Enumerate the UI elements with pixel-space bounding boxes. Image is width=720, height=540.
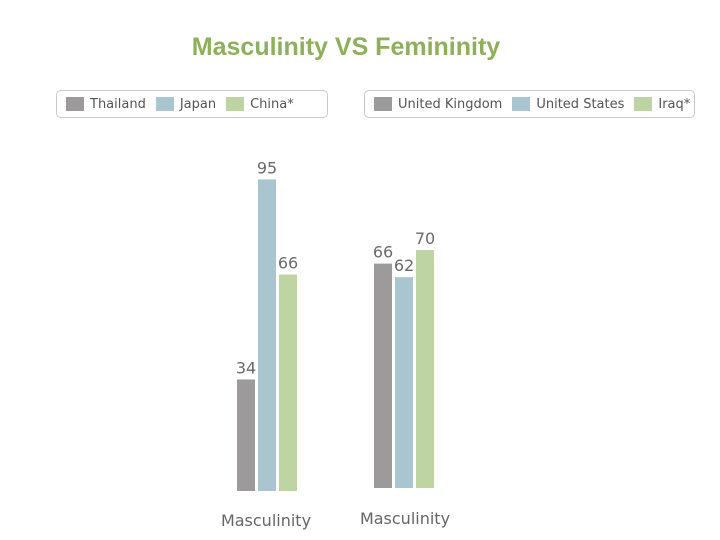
legend-right: United Kingdom United States Iraq* (364, 90, 695, 118)
bar-china (279, 274, 297, 491)
value-label-thailand: 34 (236, 358, 256, 377)
legend-label-united-kingdom: United Kingdom (398, 96, 503, 112)
chart-title: Masculinity VS Femininity (191, 33, 501, 61)
legend-swatch-iraq (634, 97, 653, 111)
value-label-china: 66 (278, 254, 298, 273)
legend-label-china: China* (250, 96, 294, 112)
legend-swatch-united-kingdom (374, 97, 392, 111)
bar-japan (258, 179, 276, 491)
bar-united-kingdom (374, 263, 392, 488)
bar-thailand (237, 379, 255, 491)
value-label-united-states: 62 (394, 256, 414, 275)
value-label-iraq: 70 (415, 229, 435, 248)
value-label-japan: 95 (257, 158, 277, 177)
legend-swatch-japan (155, 97, 174, 111)
legend-swatch-china (226, 97, 245, 111)
bar-united-states (395, 277, 413, 488)
legend-label-japan: Japan (179, 96, 217, 112)
category-label-2: Masculinity (360, 509, 450, 528)
legend-label-iraq: Iraq* (658, 96, 691, 112)
bar-iraq (416, 250, 434, 488)
legend-item-japan: Japan (155, 96, 217, 112)
legend-left: Thailand Japan China* (56, 90, 328, 118)
value-label-united-kingdom: 66 (373, 243, 393, 262)
category-label-1: Masculinity (221, 511, 311, 530)
legend-label-united-states: United States (536, 96, 625, 112)
legend-label-thailand: Thailand (90, 96, 146, 112)
legend-swatch-united-states (512, 97, 531, 111)
legend-item-united-states: United States (512, 97, 624, 112)
legend-swatch-thailand (66, 97, 84, 111)
legend-item-united-kingdom: United Kingdom (374, 97, 502, 112)
legend-item-china: China* (226, 97, 294, 112)
legend-item-thailand: Thailand (66, 97, 146, 112)
legend-item-iraq: Iraq* (634, 97, 690, 112)
